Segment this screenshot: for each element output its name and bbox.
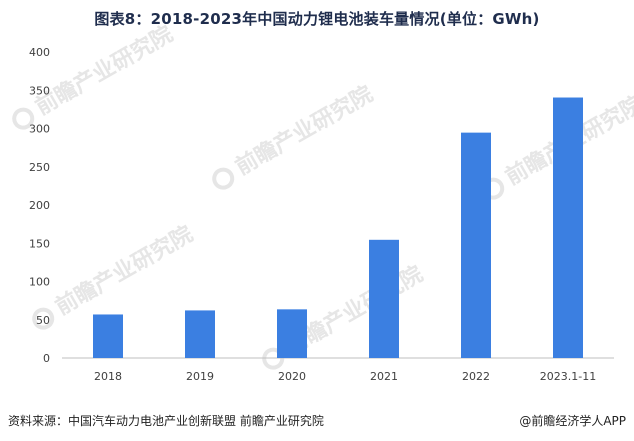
y-tick-label: 400 [29, 46, 50, 59]
bar [369, 239, 399, 358]
x-tick-label: 2022 [462, 370, 490, 383]
x-tick-label: 2021 [370, 370, 398, 383]
y-tick-label: 350 [29, 84, 50, 97]
bar [461, 132, 491, 358]
bar [185, 310, 215, 358]
y-tick-label: 0 [43, 352, 50, 365]
y-tick-label: 200 [29, 199, 50, 212]
bar [93, 314, 123, 358]
x-tick-label: 2023.1-11 [540, 370, 596, 383]
chart-title: 图表8：2018-2023年中国动力锂电池装车量情况(单位：GWh) [94, 10, 540, 28]
bar [553, 97, 583, 358]
x-tick-label: 2019 [186, 370, 214, 383]
y-tick-label: 300 [29, 123, 50, 136]
credit-note: @前瞻经济学人APP [519, 414, 626, 428]
y-tick-label: 100 [29, 276, 50, 289]
bar [277, 309, 307, 358]
source-note: 资料来源：中国汽车动力电池产业创新联盟 前瞻产业研究院 [8, 414, 324, 428]
x-tick-label: 2018 [94, 370, 122, 383]
y-tick-label: 50 [36, 314, 50, 327]
footer: 资料来源：中国汽车动力电池产业创新联盟 前瞻产业研究院 @前瞻经济学人APP [0, 412, 634, 432]
x-tick-label: 2020 [278, 370, 306, 383]
y-tick-label: 150 [29, 237, 50, 250]
y-tick-label: 250 [29, 161, 50, 174]
